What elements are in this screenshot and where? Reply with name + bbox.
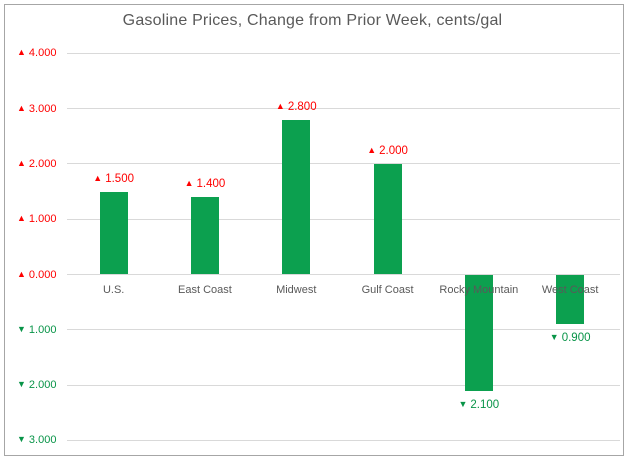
tick-value: 3.000 (28, 102, 57, 115)
tick-value: 2.000 (28, 157, 57, 170)
down-triangle-icon: ▼ (549, 332, 559, 343)
bar (556, 274, 585, 325)
tick-value: 3.000 (28, 434, 57, 447)
gridline (67, 163, 620, 165)
bar-value-label: ▲ 2.800 (276, 101, 317, 114)
bar (282, 119, 311, 275)
up-triangle-icon: ▲ (93, 172, 103, 183)
bar-value: 2.000 (379, 144, 408, 157)
up-triangle-icon: ▲ (367, 144, 377, 155)
y-axis-tick-label: ▼ 3.000 (17, 433, 56, 447)
bar (99, 191, 128, 275)
gridline (67, 218, 620, 220)
gridline (67, 52, 620, 54)
y-axis-tick-label: ▼ 2.000 (17, 378, 56, 392)
chart-title: Gasoline Prices, Change from Prior Week,… (122, 12, 503, 29)
y-axis-tick-label: ▲ 2.000 (17, 157, 56, 171)
bar-value-label: ▲ 1.500 (93, 173, 134, 186)
tick-value: 4.000 (28, 47, 57, 60)
y-axis-tick-label: ▼ 1.000 (17, 323, 56, 337)
down-triangle-icon: ▼ (17, 323, 26, 334)
bar (190, 197, 219, 275)
bar-value: 2.100 (470, 398, 500, 411)
x-axis-category-label: Rocky Mountain (439, 284, 519, 296)
up-triangle-icon: ▲ (184, 178, 194, 189)
tick-value: 1.000 (28, 213, 57, 226)
bar-value: 2.800 (287, 100, 317, 113)
down-triangle-icon: ▼ (17, 379, 26, 390)
y-axis-tick-label: ▲ 3.000 (17, 102, 56, 116)
bar-value-label: ▼ 0.900 (550, 332, 591, 345)
bar (373, 163, 402, 275)
up-triangle-icon: ▲ (17, 47, 26, 58)
x-axis-category-label: West Coast (541, 284, 599, 296)
bar-value-label: ▲ 2.000 (367, 145, 408, 158)
gridline (67, 439, 620, 441)
up-triangle-icon: ▲ (17, 213, 26, 224)
bar-value-label: ▲ 1.400 (185, 178, 226, 191)
gridline (67, 384, 620, 386)
bar-value: 1.400 (196, 178, 226, 191)
gridline (67, 329, 620, 331)
y-axis-tick-label: ▲ 4.000 (17, 46, 56, 60)
bar-value: 0.900 (561, 332, 591, 345)
tick-value: 2.000 (28, 379, 57, 392)
down-triangle-icon: ▼ (17, 434, 26, 445)
up-triangle-icon: ▲ (17, 157, 26, 168)
x-axis-category-label: U.S. (102, 284, 125, 296)
gridline (67, 108, 620, 110)
tick-value: 0.000 (28, 268, 57, 281)
bar-value: 1.500 (105, 172, 134, 185)
x-axis-category-label: Gulf Coast (361, 284, 414, 296)
gridline (67, 274, 620, 275)
x-axis-category-label: East Coast (178, 284, 232, 296)
up-triangle-icon: ▲ (17, 102, 26, 113)
tick-value: 1.000 (28, 323, 57, 336)
down-triangle-icon: ▼ (458, 398, 468, 409)
y-axis-tick-label: ▲ 1.000 (17, 212, 56, 226)
bar-value-label: ▼ 2.100 (458, 399, 499, 412)
y-axis-tick-label: ▲ 0.000 (17, 268, 56, 282)
up-triangle-icon: ▲ (17, 268, 26, 279)
bar (464, 274, 493, 391)
up-triangle-icon: ▲ (275, 100, 285, 111)
x-axis-category-label: Midwest (276, 284, 317, 296)
